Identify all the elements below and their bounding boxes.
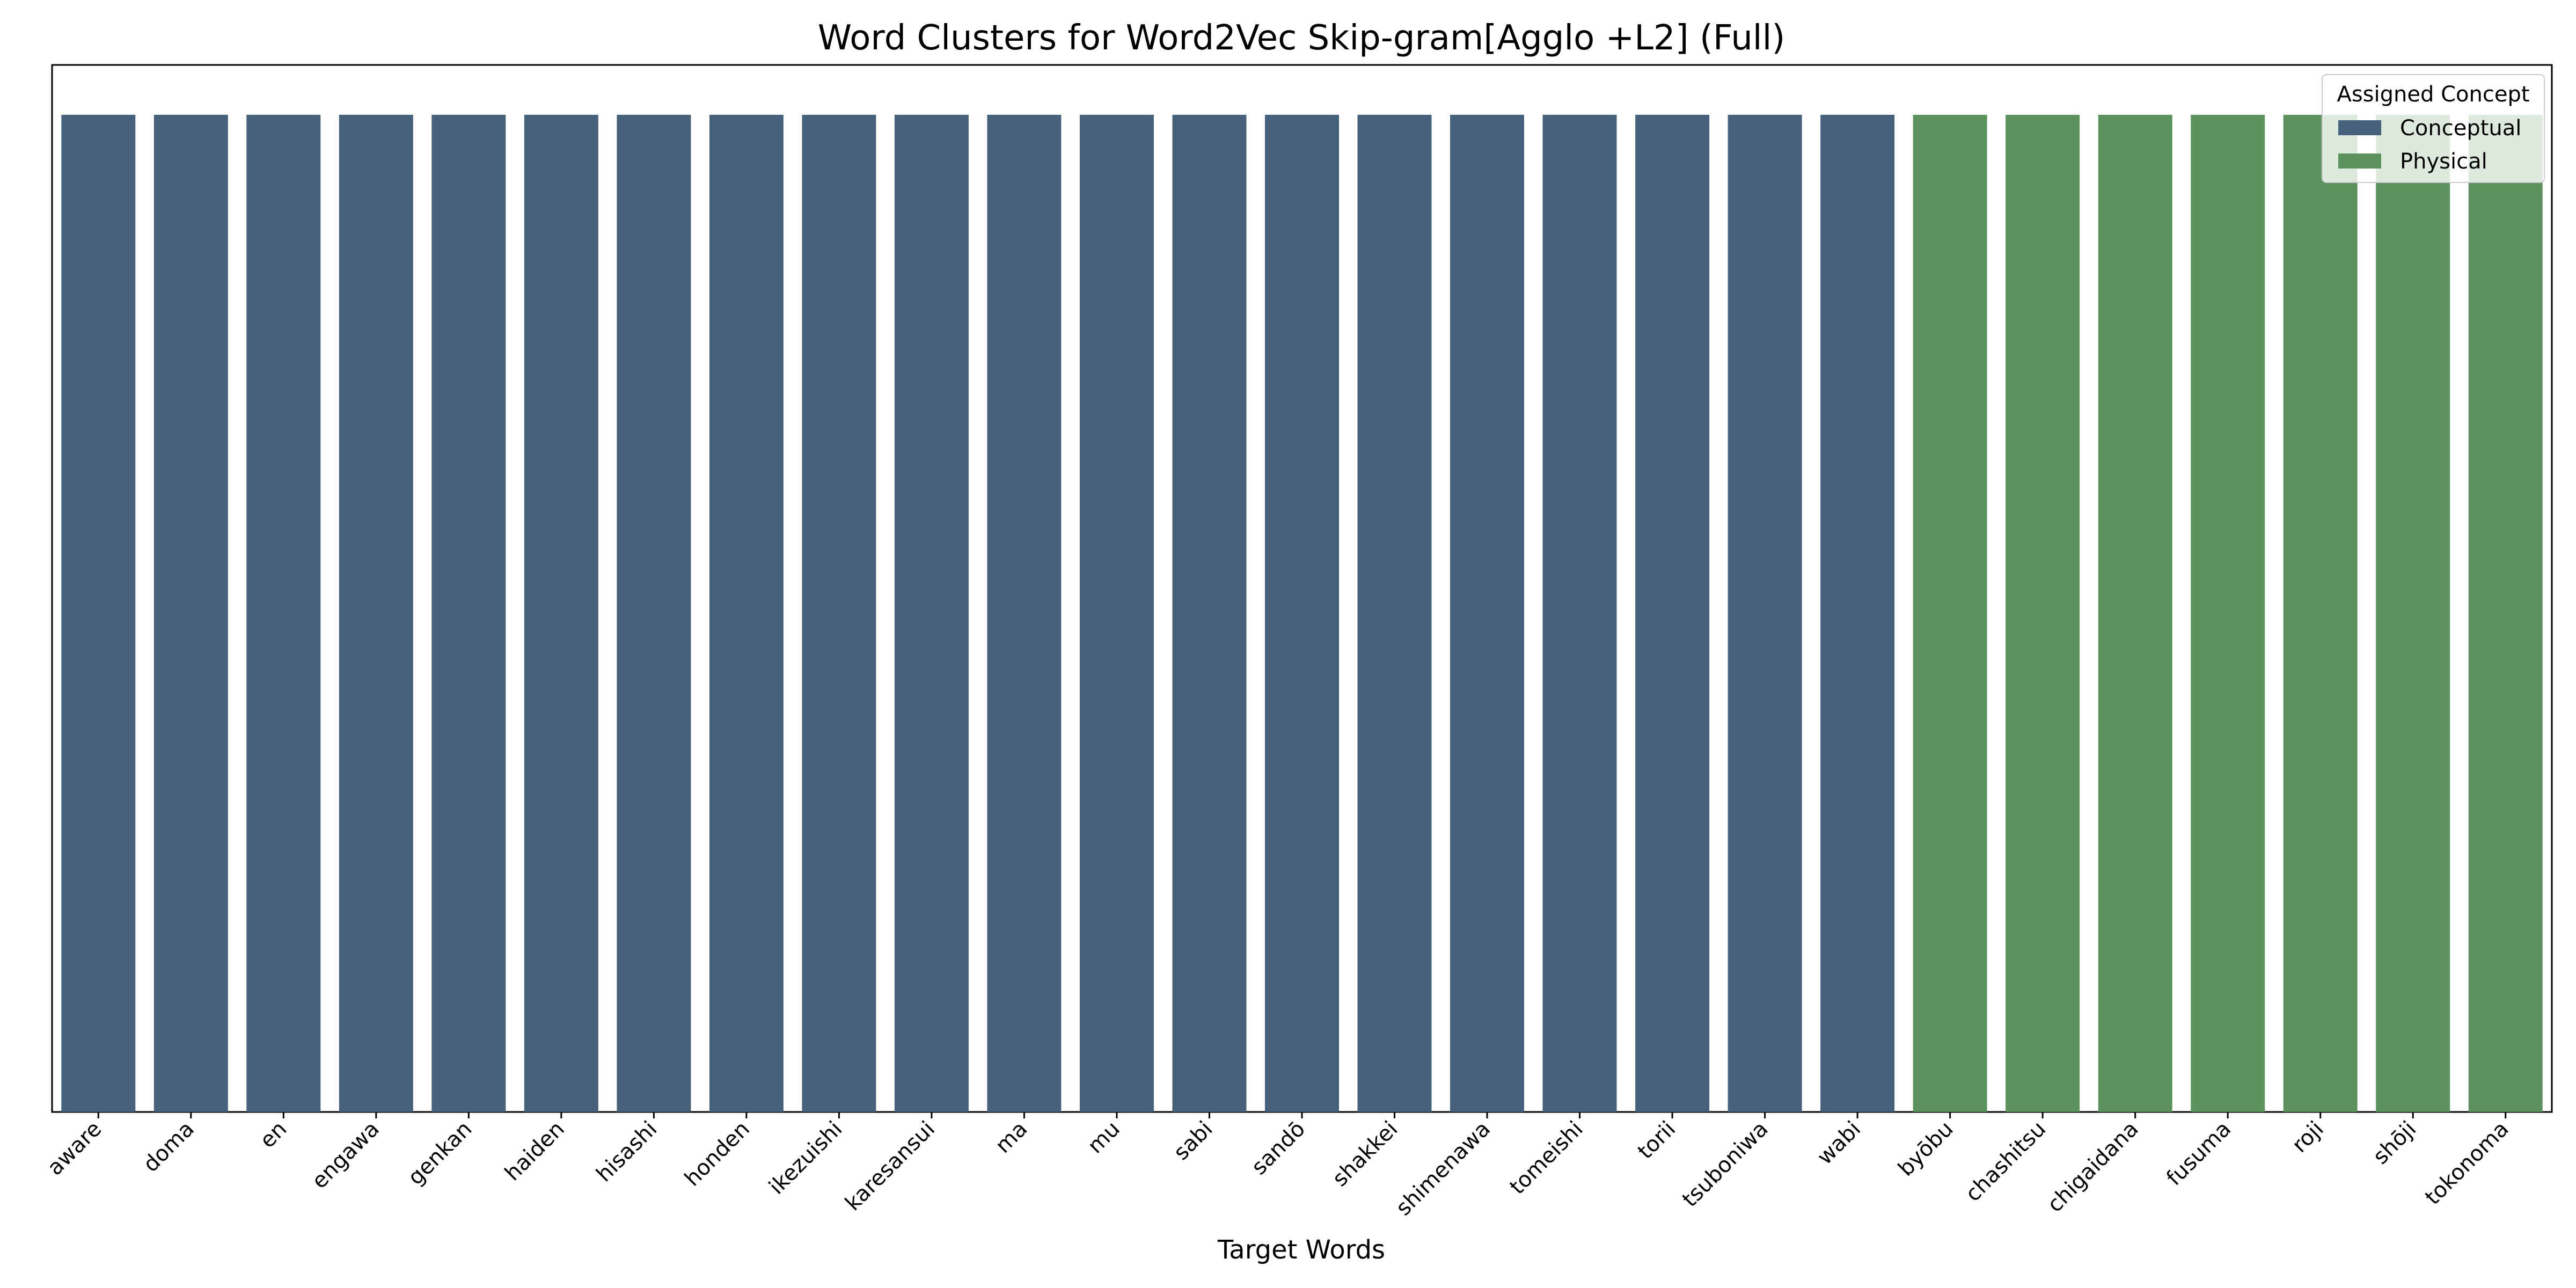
bar-genkan [431, 114, 506, 1112]
x-tick-label: shakkei [1328, 1117, 1403, 1192]
x-tick-label: hisashi [592, 1117, 662, 1187]
bars-group [61, 114, 2543, 1112]
bar-ma [987, 114, 1062, 1112]
x-tick-label: fusuma [2162, 1117, 2236, 1191]
x-axis-label: Target Words [1217, 1235, 1385, 1265]
bar-sandō [1265, 114, 1339, 1112]
x-tick-label: karesansui [840, 1117, 940, 1216]
x-tick-label: genkan [403, 1117, 477, 1190]
x-tick-label: torii [1633, 1117, 1680, 1164]
x-ticks-group: aware doma en engawa genkan haiden hisashi hond… [43, 1112, 2514, 1220]
bar-torii [1635, 114, 1710, 1112]
x-tick-label: en [255, 1117, 292, 1153]
bar-haiden [524, 114, 598, 1112]
bar-chashitsu [2006, 114, 2080, 1112]
bar-aware [61, 114, 136, 1112]
bar-ikezuishi [802, 114, 876, 1112]
bar-honden [709, 114, 784, 1112]
bar-sabi [1172, 114, 1247, 1112]
legend-swatch-conceptual [2338, 120, 2381, 135]
bar-tsuboniwa [1728, 114, 1802, 1112]
legend-label-physical: Physical [2400, 149, 2487, 174]
bar-karesansui [894, 114, 969, 1112]
bar-tokonoma [2468, 114, 2543, 1112]
bar-shimenawa [1450, 114, 1524, 1112]
bar-chigaidana [2098, 114, 2172, 1112]
bar-en [246, 114, 321, 1112]
bar-byōbu [1913, 114, 1987, 1112]
x-tick-label: doma [138, 1117, 199, 1177]
x-tick-label: wabi [1812, 1117, 1865, 1170]
bar-fusuma [2191, 114, 2265, 1112]
bar-hisashi [617, 114, 691, 1112]
bar-shakkei [1357, 114, 1432, 1112]
x-tick-label: chashitsu [1961, 1117, 2051, 1207]
x-tick-label: sandō [1247, 1117, 1310, 1180]
x-tick-label: honden [680, 1117, 755, 1191]
x-tick-label: ikezuishi [764, 1117, 847, 1199]
x-tick-label: roji [2287, 1117, 2329, 1158]
x-tick-label: byōbu [1893, 1117, 1958, 1181]
bar-shōji [2376, 114, 2450, 1112]
x-tick-label: aware [43, 1117, 107, 1181]
x-tick-label: engawa [307, 1117, 384, 1194]
x-tick-label: tomeishi [1505, 1117, 1587, 1199]
x-tick-label: tsuboniwa [1678, 1117, 1773, 1212]
bar-roji [2283, 114, 2358, 1112]
x-tick-label: sabi [1169, 1117, 1217, 1165]
bar-mu [1080, 114, 1154, 1112]
x-tick-label: tokonoma [2420, 1117, 2514, 1210]
x-tick-label: mu [1083, 1117, 1125, 1159]
bar-wabi [1820, 114, 1895, 1112]
bar-doma [153, 114, 228, 1112]
legend-label-conceptual: Conceptual [2400, 116, 2521, 141]
bar-tomeishi [1542, 114, 1617, 1112]
legend-swatch-physical [2338, 153, 2381, 169]
x-tick-label: shimenawa [1391, 1117, 1495, 1221]
bar-engawa [339, 114, 413, 1112]
legend-title: Assigned Concept [2337, 82, 2529, 107]
x-tick-label: shōji [2368, 1117, 2421, 1169]
legend: Assigned Concept Conceptual Physical [2322, 74, 2545, 183]
x-tick-label: haiden [500, 1117, 569, 1186]
x-tick-label: ma [991, 1117, 1032, 1158]
chart-title: Word Clusters for Word2Vec Skip-gram[Agg… [818, 18, 1785, 58]
x-tick-label: chigaidana [2043, 1117, 2143, 1218]
